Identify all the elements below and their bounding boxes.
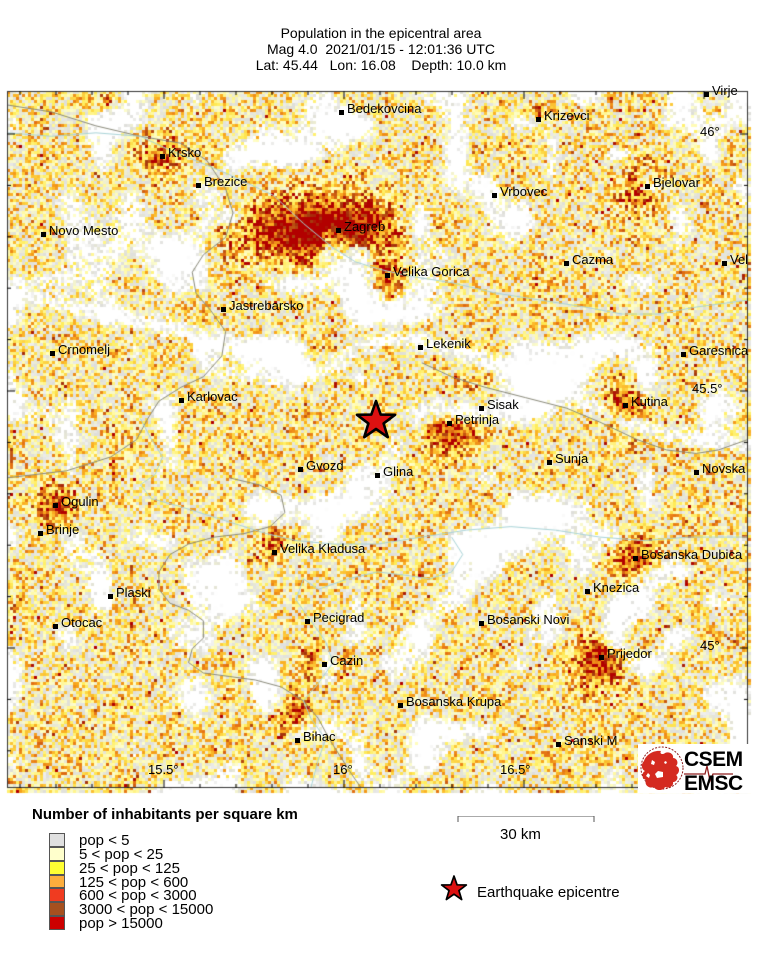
svg-text:EMSC: EMSC xyxy=(684,772,743,793)
svg-text:CSEM: CSEM xyxy=(684,748,743,771)
